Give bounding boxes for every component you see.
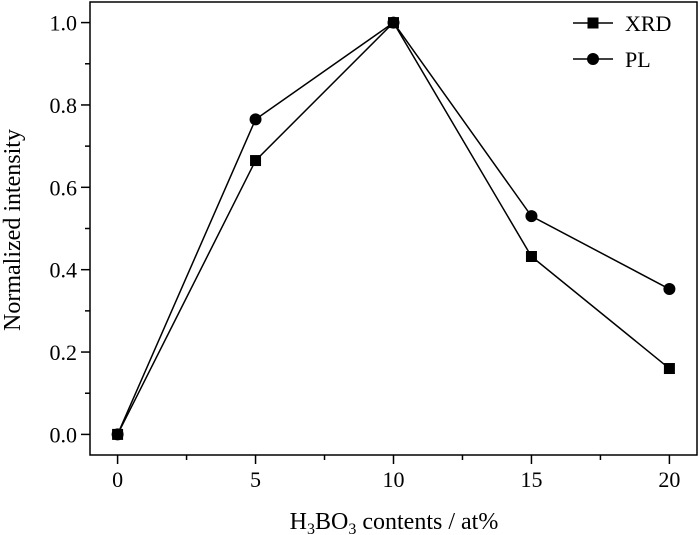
x-axis-label-part: H xyxy=(290,509,307,535)
legend-marker-xrd xyxy=(587,17,599,29)
x-tick-label: 20 xyxy=(658,467,680,492)
ticks: 0 5 10 15 20 0.0 0.2 0.4 0.6 0.8 1.0 xyxy=(50,11,681,492)
legend: XRD PL xyxy=(573,11,671,72)
y-tick-label: 0.4 xyxy=(50,258,78,283)
x-axis-label: H3BO3 contents / at% xyxy=(290,509,499,535)
legend-label-pl: PL xyxy=(625,47,651,72)
series-line-xrd xyxy=(116,21,670,435)
x-tick-label: 5 xyxy=(250,467,261,492)
y-axis-label: Normalized intensity xyxy=(0,129,26,331)
x-tick-label: 15 xyxy=(520,467,542,492)
y-tick-label: 0.6 xyxy=(50,175,78,200)
plot-frame xyxy=(89,1,698,456)
data-point-pl xyxy=(111,428,124,441)
data-point-pl xyxy=(249,113,262,126)
x-axis-label-subscript: 3 xyxy=(307,521,315,535)
y-tick-label: 0.2 xyxy=(50,340,78,365)
data-point-xrd xyxy=(525,251,537,263)
data-point-pl xyxy=(387,16,400,29)
data-point-xrd xyxy=(663,363,675,375)
x-axis-label-subscript: 3 xyxy=(348,521,356,535)
legend-label-xrd: XRD xyxy=(625,11,671,36)
series-markers xyxy=(111,16,676,441)
y-tick-label: 0.8 xyxy=(50,93,78,118)
series-line-pl xyxy=(116,21,670,435)
data-point-xrd xyxy=(250,155,262,167)
y-tick-label: 0.0 xyxy=(50,422,78,447)
x-axis-label-part: contents / at% xyxy=(356,509,498,535)
x-tick-label: 0 xyxy=(112,467,123,492)
legend-marker-pl xyxy=(587,53,599,65)
data-point-pl xyxy=(663,283,676,296)
x-tick-label: 10 xyxy=(383,467,405,492)
data-point-pl xyxy=(525,210,538,223)
y-tick-label: 1.0 xyxy=(50,11,78,36)
series-lines xyxy=(116,21,670,435)
x-axis-label-part: BO xyxy=(315,509,348,535)
